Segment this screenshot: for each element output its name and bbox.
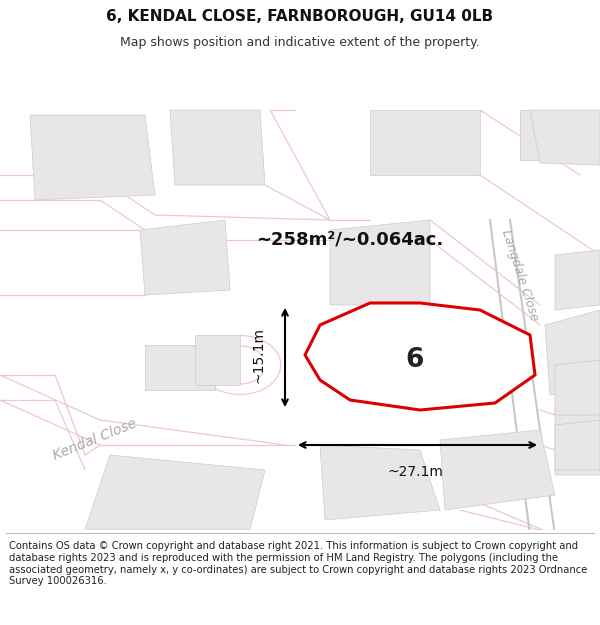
Polygon shape xyxy=(195,335,240,385)
Polygon shape xyxy=(545,310,600,395)
Polygon shape xyxy=(555,395,600,475)
Text: Langdale Close: Langdale Close xyxy=(499,228,541,322)
Polygon shape xyxy=(30,115,155,200)
Polygon shape xyxy=(520,110,600,160)
Text: ~258m²/~0.064ac.: ~258m²/~0.064ac. xyxy=(256,231,443,249)
Polygon shape xyxy=(555,250,600,310)
Polygon shape xyxy=(140,220,230,295)
Polygon shape xyxy=(320,445,440,520)
Polygon shape xyxy=(555,420,600,470)
Polygon shape xyxy=(440,430,555,510)
Text: Contains OS data © Crown copyright and database right 2021. This information is : Contains OS data © Crown copyright and d… xyxy=(9,541,587,586)
Polygon shape xyxy=(85,455,265,530)
Polygon shape xyxy=(145,345,215,390)
Text: ~15.1m: ~15.1m xyxy=(251,327,265,383)
Text: ~27.1m: ~27.1m xyxy=(387,465,443,479)
Text: 6, KENDAL CLOSE, FARNBOROUGH, GU14 0LB: 6, KENDAL CLOSE, FARNBOROUGH, GU14 0LB xyxy=(106,9,494,24)
Text: 6: 6 xyxy=(406,347,424,373)
Text: Kendal Close: Kendal Close xyxy=(51,417,139,463)
Polygon shape xyxy=(305,303,535,410)
Polygon shape xyxy=(555,360,600,415)
Polygon shape xyxy=(330,220,430,305)
Polygon shape xyxy=(370,110,480,175)
Polygon shape xyxy=(530,110,600,165)
Text: Map shows position and indicative extent of the property.: Map shows position and indicative extent… xyxy=(120,36,480,49)
Polygon shape xyxy=(170,110,265,185)
